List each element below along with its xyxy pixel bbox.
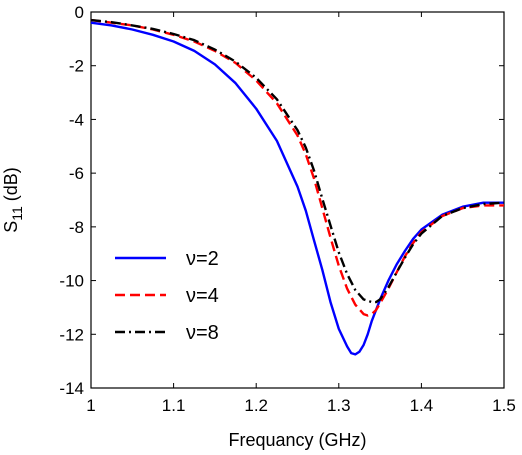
legend: ν=2 ν=4 ν=8 [115,248,219,344]
x-tick-label: 1.2 [244,396,268,415]
x-tick-label: 1.1 [162,396,186,415]
y-axis-label: S11 (dB) [1,167,25,233]
y-tick-label: -14 [59,379,84,398]
series-line-1 [90,21,504,356]
series-line-2 [90,18,504,317]
legend-label-1: ν=2 [186,248,219,270]
legend-label-3: ν=8 [186,322,219,344]
y-tick-label: 0 [75,3,84,22]
series-line-3 [90,18,505,304]
series-layer [90,18,505,356]
legend-label-2: ν=4 [186,285,219,307]
y-tick-label: -10 [59,272,84,291]
x-tick-label: 1.4 [410,396,434,415]
y-tick-label: -6 [69,164,84,183]
axes-layer: 1 1.1 1.2 1.3 1.4 1.5 0 -2 -4 -6 -8 -10 -12 -14 [59,3,515,415]
x-axis-label: Frequancy (GHz) [228,430,366,450]
y-tick-label: -8 [69,218,84,237]
x-tick-label: 1.3 [327,396,351,415]
y-tick-label: -12 [59,325,84,344]
y-tick-label: -4 [69,110,84,129]
plot-frame [90,11,505,389]
y-tick-label: -2 [69,57,84,76]
x-tick-label: 1 [86,396,95,415]
x-tick-label: 1.5 [492,396,516,415]
